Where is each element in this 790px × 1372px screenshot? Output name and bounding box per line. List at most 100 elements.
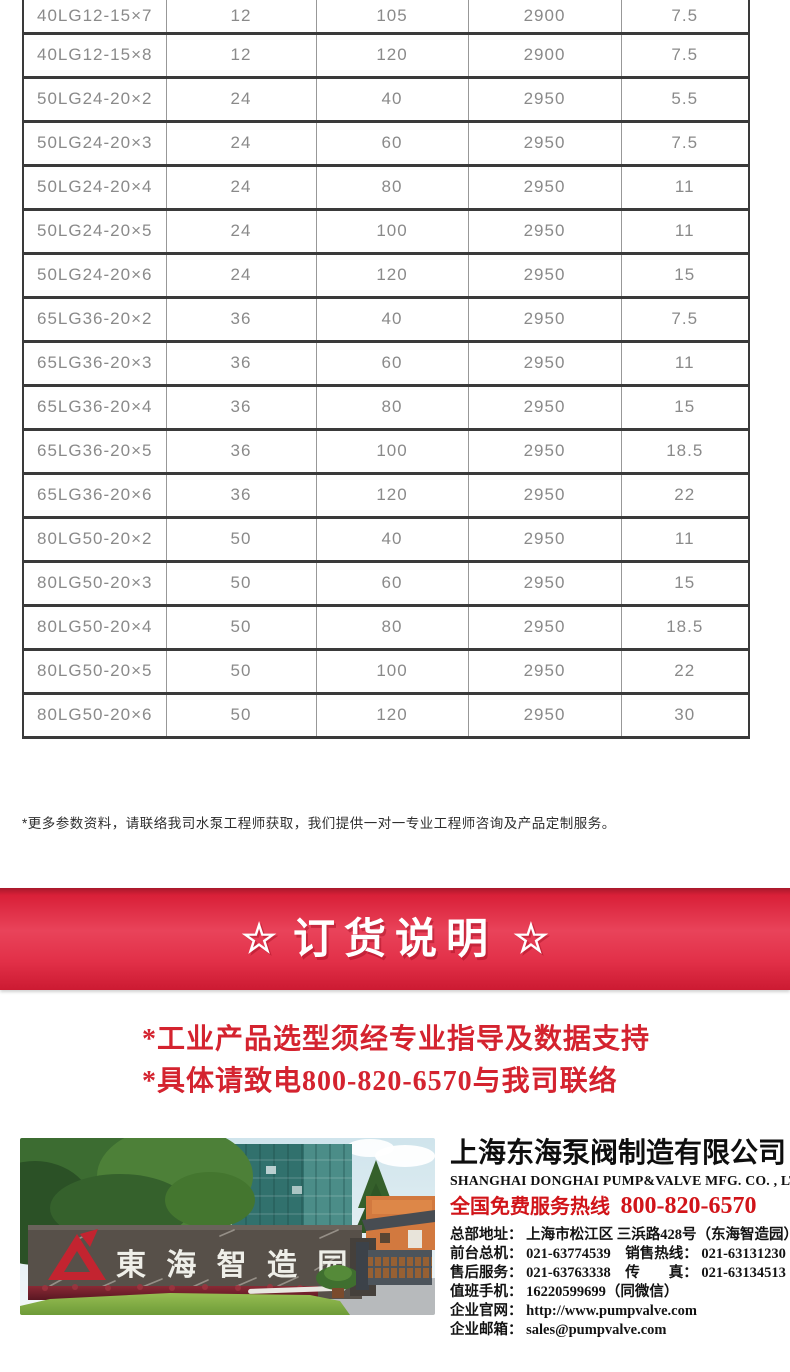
table-cell: 120	[315, 253, 468, 299]
table-cell: 2950	[467, 605, 621, 651]
note-text: *更多参数资料，请联络我司水泵工程师获取，我们提供一对一专业工程师咨询及产品定制…	[22, 816, 616, 831]
table-cell: 2950	[467, 121, 621, 167]
table-row: 65LG36-20×3 36 60 2950 11	[23, 341, 749, 387]
table-cell: 18.5	[620, 429, 749, 475]
table-cell: 80LG50-20×2	[23, 517, 166, 563]
table-cell: 36	[165, 385, 316, 431]
table-cell: 50LG24-20×6	[23, 253, 166, 299]
table-cell: 2950	[467, 209, 621, 255]
star-icon-right: ☆	[513, 917, 549, 961]
table-cell: 50	[165, 517, 316, 563]
table-cell: 2950	[467, 385, 621, 431]
table-cell: 80LG50-20×5	[23, 649, 166, 695]
factory-photo-graphic: 東 海 智 造 园	[20, 1138, 435, 1315]
table-cell: 50LG24-20×3	[23, 121, 166, 167]
table-row: 80LG50-20×2 50 40 2950 11	[23, 517, 749, 563]
lawn	[20, 1293, 350, 1315]
company-name-cn: 上海东海泵阀制造有限公司	[450, 1137, 787, 1168]
contact-line: 企业官网： http://www.pumpvalve.com	[450, 1303, 697, 1319]
pump-spec-table: 40LG12-15×7 12 105 2900 7.5 40LG12-15×8 12 120 2…	[22, 0, 750, 739]
table-cell: 2900	[467, 33, 621, 79]
table-cell: 60	[315, 121, 468, 167]
factory-photo: 東 海 智 造 园	[20, 1138, 435, 1315]
table-cell: 80LG50-20×3	[23, 561, 166, 607]
table-cell: 24	[165, 209, 316, 255]
table-row: 40LG12-15×8 12 120 2900 7.5	[23, 33, 749, 79]
table-cell: 36	[165, 341, 316, 387]
table-cell: 24	[165, 77, 316, 123]
table-cell: 50	[165, 649, 316, 695]
table-cell: 2950	[467, 649, 621, 695]
table-cell: 40	[315, 517, 468, 563]
table-cell: 11	[620, 341, 749, 387]
table-cell: 65LG36-20×3	[23, 341, 166, 387]
table-row: 50LG24-20×3 24 60 2950 7.5	[23, 121, 749, 167]
star-icon-left: ☆	[241, 917, 277, 961]
table-cell: 11	[620, 517, 749, 563]
order-instructions-banner: ☆ 订货说明 ☆	[0, 888, 790, 990]
table-cell: 50	[165, 605, 316, 651]
palm-bush	[316, 1265, 360, 1298]
contact-line: 前台总机： 021-63774539 销售热线： 021-63131230	[450, 1246, 786, 1262]
table-cell: 36	[165, 429, 316, 475]
table-row: 50LG24-20×2 24 40 2950 5.5	[23, 77, 749, 123]
table-cell: 60	[315, 561, 468, 607]
table-row: 50LG24-20×4 24 80 2950 11	[23, 165, 749, 211]
table-cell: 15	[620, 561, 749, 607]
table-row: 65LG36-20×4 36 80 2950 15	[23, 385, 749, 431]
notice-block: *工业产品选型须经专业指导及数据支持 *具体请致电800-820-6570与我司…	[142, 1019, 650, 1103]
table-cell: 65LG36-20×6	[23, 473, 166, 519]
table-row: 65LG36-20×6 36 120 2950 22	[23, 473, 749, 519]
table-cell: 2950	[467, 561, 621, 607]
table-cell: 24	[165, 253, 316, 299]
table-cell: 60	[315, 341, 468, 387]
contact-line: 值班手机： 16220599699（同微信）	[450, 1284, 679, 1300]
photo-sign-text: 東 海 智 造 园	[116, 1249, 353, 1282]
table-cell: 100	[315, 649, 468, 695]
table-cell: 120	[315, 33, 468, 79]
contact-line: 企业邮箱： sales@pumpvalve.com	[450, 1322, 667, 1338]
table-cell: 50	[165, 561, 316, 607]
table-cell: 11	[620, 165, 749, 211]
table-cell: 22	[620, 649, 749, 695]
company-name-en: SHANGHAI DONGHAI PUMP&VALVE MFG. CO. , L…	[450, 1173, 790, 1188]
table-cell: 2950	[467, 341, 621, 387]
table-cell: 2950	[467, 253, 621, 299]
table-cell: 80	[315, 165, 468, 211]
company-info: 上海东海泵阀制造有限公司 SHANGHAI DONGHAI PUMP&VALVE…	[450, 1136, 790, 1340]
table-cell: 11	[620, 209, 749, 255]
table-cell: 15	[620, 385, 749, 431]
service-hotline: 全国免费服务热线 800-820-6570	[450, 1194, 790, 1221]
table-cell: 100	[315, 429, 468, 475]
table-cell: 2950	[467, 517, 621, 563]
factory-gate	[356, 1242, 432, 1290]
pump-spec-table-body: 40LG12-15×7 12 105 2900 7.5 40LG12-15×8 12 120 2…	[23, 0, 749, 739]
contact-line: 售后服务： 021-63763338 传 真： 021-63134513	[450, 1265, 786, 1281]
table-cell: 40LG12-15×7	[23, 0, 166, 35]
table-cell: 80LG50-20×4	[23, 605, 166, 651]
table-row: 65LG36-20×2 36 40 2950 7.5	[23, 297, 749, 343]
table-row: 50LG24-20×6 24 120 2950 15	[23, 253, 749, 299]
table-cell: 50LG24-20×4	[23, 165, 166, 211]
table-cell: 24	[165, 165, 316, 211]
table-cell: 2900	[467, 0, 621, 35]
orange-building	[362, 1196, 435, 1250]
table-row: 80LG50-20×3 50 60 2950 15	[23, 561, 749, 607]
table-cell: 80	[315, 605, 468, 651]
table-cell: 65LG36-20×4	[23, 385, 166, 431]
table-cell: 40LG12-15×8	[23, 33, 166, 79]
table-cell: 80LG50-20×6	[23, 693, 166, 739]
table-cell: 36	[165, 297, 316, 343]
table-cell: 2950	[467, 693, 621, 739]
table-cell: 105	[315, 0, 468, 35]
table-cell: 2950	[467, 473, 621, 519]
table-cell: 100	[315, 209, 468, 255]
table-row: 80LG50-20×5 50 100 2950 22	[23, 649, 749, 695]
table-cell: 7.5	[620, 33, 749, 79]
hotline-label: 全国免费服务热线	[450, 1196, 610, 1218]
table-cell: 50LG24-20×5	[23, 209, 166, 255]
table-cell: 2950	[467, 165, 621, 211]
pipe-barrier	[248, 1285, 347, 1294]
company-logo-icon	[48, 1229, 106, 1280]
notice-line: *工业产品选型须经专业指导及数据支持	[142, 1024, 651, 1055]
